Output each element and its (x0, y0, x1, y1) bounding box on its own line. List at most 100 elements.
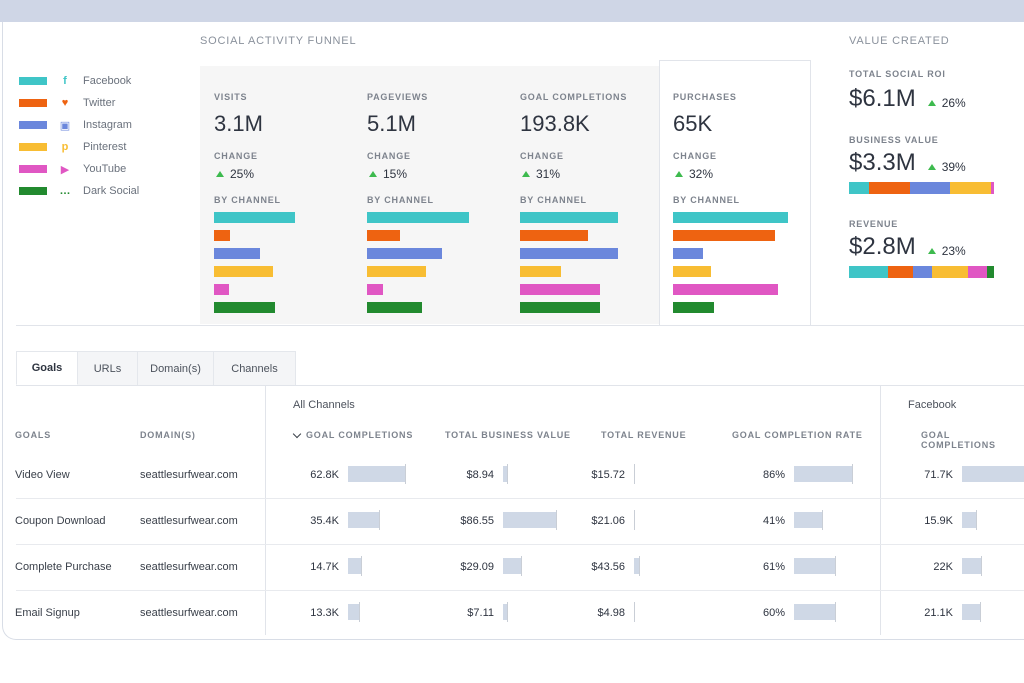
business-value-cell: $8.94 (466, 469, 494, 481)
revenue-stacked-bar (849, 266, 994, 278)
metric-pageviews[interactable]: PAGEVIEWS 5.1M CHANGE 15% BY CHANNEL (367, 92, 507, 320)
instagram-icon: ▣ (59, 119, 71, 132)
channel-bar-pinterest[interactable] (673, 266, 711, 277)
channel-bar-dark-social[interactable] (214, 302, 275, 313)
revenue-value: $2.8M (849, 233, 916, 260)
channel-bar-facebook[interactable] (214, 212, 295, 223)
metric-visits[interactable]: VISITS 3.1M CHANGE 25% BY CHANNEL (214, 92, 354, 320)
sort-descending-icon (292, 429, 302, 438)
chat-icon: … (59, 185, 71, 197)
value-created-title: VALUE CREATED (849, 35, 950, 47)
col-goals[interactable]: GOALS (15, 430, 52, 440)
channel-bars (367, 212, 507, 313)
tab-urls[interactable]: URLs (78, 351, 138, 385)
stack-segment-youtube[interactable] (991, 182, 994, 194)
channel-bar-youtube[interactable] (214, 284, 229, 295)
business-value-cell: $29.09 (460, 561, 494, 573)
tab-channels[interactable]: Channels (214, 351, 296, 385)
table-row[interactable]: Email Signup seattlesurfwear.com 13.3K $7.1… (0, 590, 1024, 636)
table-row[interactable]: Video View seattlesurfwear.com 62.8K $8.94 $… (0, 452, 1024, 498)
channel-bar-youtube[interactable] (673, 284, 778, 295)
revenue-bar-tick (634, 464, 635, 484)
goal-name: Coupon Download (15, 515, 106, 527)
channel-bar-dark-social[interactable] (520, 302, 600, 313)
stack-segment-instagram[interactable] (912, 266, 932, 278)
tab-domains[interactable]: Domain(s) (138, 351, 214, 385)
completion-rate-bar-tick (835, 602, 836, 622)
channel-bar-instagram[interactable] (367, 248, 442, 259)
row-divider (16, 498, 1024, 499)
channel-bar-instagram[interactable] (214, 248, 260, 259)
table-divider-left (265, 385, 266, 635)
channel-bar-pinterest[interactable] (367, 266, 426, 277)
legend-item-twitter: ♥ Twitter (19, 92, 139, 114)
goal-completions-bar-tick (361, 556, 362, 576)
channel-bar-pinterest[interactable] (214, 266, 273, 277)
tab-bar: Goals URLs Domain(s) Channels (16, 351, 296, 385)
up-arrow-icon (216, 171, 224, 177)
metric-change: 15% (367, 167, 507, 181)
fb-goal-completions-value: 71.7K (924, 469, 953, 481)
total-roi: TOTAL SOCIAL ROI $6.1M 26% (849, 69, 966, 113)
col-total-revenue[interactable]: TOTAL REVENUE (601, 430, 687, 440)
completion-rate-cell: 61% (762, 561, 785, 573)
metric-change-value: 32% (689, 167, 714, 181)
completion-rate-bar (794, 466, 852, 482)
legend-item-instagram: ▣ Instagram (19, 114, 139, 136)
col-goal-completions[interactable]: GOAL COMPLETIONS (292, 429, 413, 440)
pinterest-icon: p (61, 141, 69, 153)
revenue-cell: $15.72 (591, 469, 625, 481)
legend-item-youtube: ▶ YouTube (19, 158, 139, 180)
col-total-business-value[interactable]: TOTAL BUSINESS VALUE (445, 430, 571, 440)
goal-name: Email Signup (15, 607, 80, 619)
stack-segment-facebook[interactable] (849, 182, 870, 194)
business-value-label: BUSINESS VALUE (849, 135, 939, 145)
channel-bar-instagram[interactable] (520, 248, 618, 259)
stack-segment-dark-social[interactable] (986, 266, 994, 278)
channel-bar-pinterest[interactable] (520, 266, 561, 277)
goal-domain: seattlesurfwear.com (140, 515, 238, 527)
legend-swatch (19, 77, 47, 85)
channel-bar-facebook[interactable] (367, 212, 469, 223)
legend-label: YouTube (83, 163, 127, 175)
stack-segment-twitter[interactable] (869, 182, 910, 194)
goal-completions-bar (348, 466, 405, 482)
stack-segment-instagram[interactable] (909, 182, 951, 194)
col-goal-completion-rate[interactable]: GOAL COMPLETION RATE (732, 430, 863, 440)
col-domains[interactable]: DOMAIN(S) (140, 430, 196, 440)
stack-segment-twitter[interactable] (888, 266, 913, 278)
business-value-change: 39% (926, 160, 966, 174)
table-top-border (16, 385, 1024, 386)
metric-value: 65K (673, 111, 713, 136)
metric-label: PAGEVIEWS (367, 92, 429, 102)
channel-bar-twitter[interactable] (367, 230, 400, 241)
completion-rate-bar (794, 604, 835, 620)
channel-bar-twitter[interactable] (673, 230, 775, 241)
revenue-change: 23% (926, 244, 966, 258)
metric-goal-completions[interactable]: GOAL COMPLETIONS 193.8K CHANGE 31% BY CHANNE… (520, 92, 660, 320)
goal-completions-value: 35.4K (310, 515, 339, 527)
channel-bar-youtube[interactable] (367, 284, 383, 295)
completion-rate-cell: 41% (762, 515, 785, 527)
youtube-icon: ▶ (60, 163, 70, 176)
goal-completions-bar (348, 604, 359, 620)
goal-completions-bar-tick (359, 602, 360, 622)
channel-bar-dark-social[interactable] (673, 302, 714, 313)
channel-bar-twitter[interactable] (214, 230, 230, 241)
stack-segment-youtube[interactable] (967, 266, 987, 278)
channel-bar-facebook[interactable] (520, 212, 618, 223)
channel-bar-dark-social[interactable] (367, 302, 422, 313)
metric-purchases[interactable]: PURCHASES 65K CHANGE 32% BY CHANNEL (673, 92, 813, 320)
channel-bar-instagram[interactable] (673, 248, 703, 259)
table-row[interactable]: Coupon Download seattlesurfwear.com 35.4K $… (0, 498, 1024, 544)
stack-segment-pinterest[interactable] (950, 182, 992, 194)
business-value-bar (503, 512, 556, 528)
channel-bar-twitter[interactable] (520, 230, 588, 241)
stack-segment-facebook[interactable] (849, 266, 889, 278)
col-fb-goal-completions[interactable]: GOAL COMPLETIONS (921, 430, 996, 450)
channel-bar-facebook[interactable] (673, 212, 788, 223)
channel-bar-youtube[interactable] (520, 284, 600, 295)
tab-goals[interactable]: Goals (16, 351, 78, 385)
stack-segment-pinterest[interactable] (931, 266, 968, 278)
table-row[interactable]: Complete Purchase seattlesurfwear.com 14.7… (0, 544, 1024, 590)
